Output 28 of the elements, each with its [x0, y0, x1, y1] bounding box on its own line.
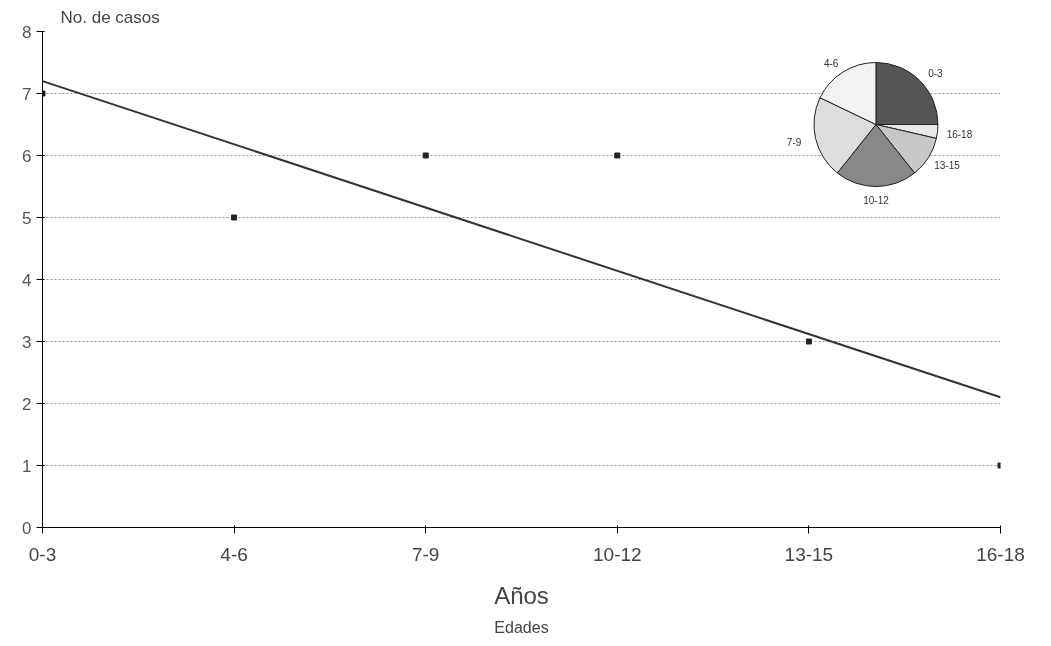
x-tick-label: 10-12 — [593, 543, 642, 565]
point — [614, 152, 621, 159]
y-tick-label: 2 — [22, 394, 32, 414]
x-tick-label: 16-18 — [976, 543, 1025, 565]
y-tick-label: 7 — [22, 84, 32, 104]
y-tick-label: 1 — [22, 456, 32, 476]
x-tick-label: 7-9 — [411, 543, 440, 565]
y-tick-label: 0 — [22, 518, 32, 538]
y-axis-title: No. de casos — [60, 7, 160, 27]
slice-label: 13-15 — [934, 159, 961, 171]
x-axis-title: Años — [494, 581, 549, 609]
y-tick-label: 5 — [22, 208, 32, 228]
y-tick-label: 6 — [22, 146, 32, 166]
slice-label: 16-18 — [946, 128, 973, 140]
point — [231, 214, 238, 221]
y-tick-label: 3 — [22, 332, 32, 352]
x-tick-label: 4-6 — [220, 543, 248, 565]
y-tick-label: 4 — [22, 270, 32, 290]
slice-label: 4-6 — [823, 57, 839, 69]
point — [422, 152, 429, 159]
x-tick-label: 0-3 — [28, 543, 57, 565]
y-tick-label: 8 — [22, 22, 32, 42]
point — [805, 338, 812, 345]
slice-label: 10-12 — [863, 194, 890, 206]
slice-label: 7-9 — [786, 137, 802, 149]
x-tick-label: 13-15 — [784, 543, 834, 565]
text: Edades — [494, 618, 549, 636]
slice-label: 0-3 — [928, 68, 944, 80]
